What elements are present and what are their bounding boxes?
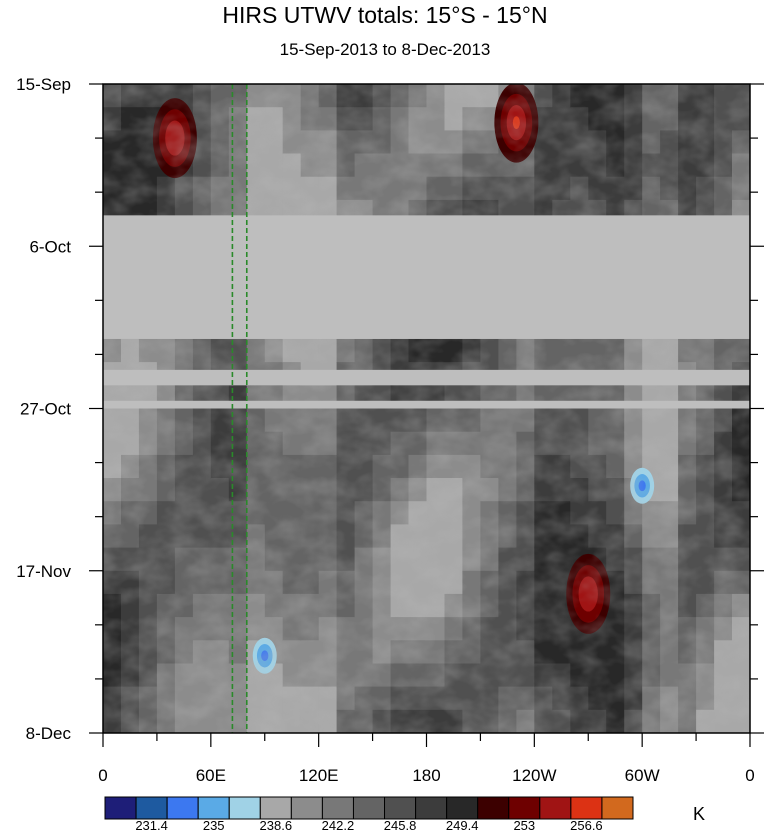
axes: 15-Sep 6-Oct 27-Oct 17-Nov 8-Dec 0 60E 120E 180 1… bbox=[16, 75, 764, 785]
colorbar-label: 235 bbox=[203, 818, 225, 833]
colorbar-label: 253 bbox=[513, 818, 535, 833]
colorbar-swatch bbox=[321, 796, 354, 820]
colorbar-label: 245.8 bbox=[384, 818, 417, 833]
missing-data-band bbox=[103, 215, 750, 339]
x-tick-label: 60E bbox=[196, 766, 226, 785]
colorbar-swatch bbox=[104, 796, 137, 820]
colorbar-swatch bbox=[415, 796, 448, 820]
x-tick-label: 120W bbox=[512, 766, 556, 785]
plot-area bbox=[103, 84, 750, 733]
colorbar-swatch bbox=[477, 796, 510, 820]
missing-data-band bbox=[103, 369, 750, 386]
reference-lines bbox=[231, 84, 248, 733]
y-tick-label: 8-Dec bbox=[26, 724, 72, 743]
colorbar-unit: K bbox=[693, 804, 705, 824]
colorbar-swatch bbox=[601, 796, 634, 820]
y-tick-label: 27-Oct bbox=[20, 400, 71, 419]
chart-title: HIRS UTWV totals: 15°S - 15°N bbox=[222, 2, 548, 28]
y-tick-label: 6-Oct bbox=[29, 237, 71, 256]
chart-subtitle: 15-Sep-2013 to 8-Dec-2013 bbox=[279, 40, 491, 59]
colorbar-swatch bbox=[539, 796, 572, 820]
x-tick-label: 60W bbox=[625, 766, 660, 785]
missing-data-band bbox=[103, 400, 750, 409]
colorbar-label: 249.4 bbox=[446, 818, 479, 833]
missing-data-layer bbox=[103, 215, 750, 409]
x-tick-label: 0 bbox=[745, 766, 754, 785]
colorbar-label: 231.4 bbox=[135, 818, 168, 833]
x-tick-label: 180 bbox=[412, 766, 440, 785]
colorbar: 231.4 235 238.6 242.2 245.8 249.4 253 256.6 K bbox=[104, 796, 705, 833]
colorbar-swatch bbox=[290, 796, 323, 820]
colorbar-label: 238.6 bbox=[260, 818, 293, 833]
colorbar-label: 256.6 bbox=[570, 818, 603, 833]
y-tick-label: 17-Nov bbox=[16, 562, 71, 581]
colorbar-swatch bbox=[446, 796, 479, 820]
colorbar-swatch bbox=[384, 796, 417, 820]
colorbar-swatch bbox=[197, 796, 230, 820]
colorbar-swatch bbox=[135, 796, 168, 820]
y-tick-label: 15-Sep bbox=[16, 75, 71, 94]
colorbar-swatch bbox=[259, 796, 292, 820]
colorbar-label: 242.2 bbox=[322, 818, 355, 833]
colorbar-swatch bbox=[228, 796, 261, 820]
colorbar-swatch bbox=[508, 796, 541, 820]
x-tick-label: 120E bbox=[299, 766, 339, 785]
x-tick-label: 0 bbox=[98, 766, 107, 785]
colorbar-swatch bbox=[352, 796, 386, 820]
colorbar-swatch bbox=[166, 796, 199, 820]
colorbar-swatch bbox=[570, 796, 603, 820]
